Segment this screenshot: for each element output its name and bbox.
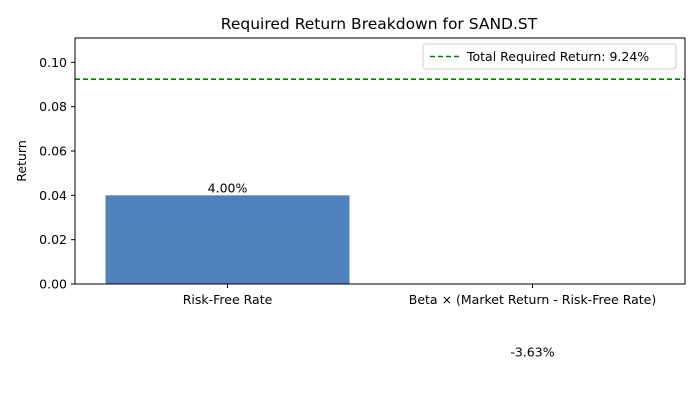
bar <box>105 195 350 284</box>
data-label: -3.63% <box>510 344 554 359</box>
y-tick-label: 0.02 <box>39 232 67 247</box>
x-tick-label: Beta × (Market Return - Risk-Free Rate) <box>409 292 656 307</box>
legend-frame <box>422 43 677 70</box>
y-tick-label: 0.10 <box>39 55 67 70</box>
y-tick-label: 0.00 <box>39 277 67 292</box>
y-axis-label: Return <box>14 140 29 181</box>
y-tick-label: 0.06 <box>39 144 67 159</box>
x-tick-label: Risk-Free Rate <box>183 292 273 307</box>
data-label: 4.00% <box>208 180 248 195</box>
plot-area: 0.00 0.02 0.04 0.06 0.08 0.10 Risk-Free Rate Be… <box>39 37 686 359</box>
plot-frame <box>74 37 686 285</box>
legend-label: Total Required Return: 9.24% <box>466 49 649 64</box>
legend: Total Required Return: 9.24% <box>422 43 677 70</box>
y-tick-label: 0.08 <box>39 99 67 114</box>
y-tick-label: 0.04 <box>39 188 67 203</box>
chart-title: Required Return Breakdown for SAND.ST <box>221 15 538 33</box>
